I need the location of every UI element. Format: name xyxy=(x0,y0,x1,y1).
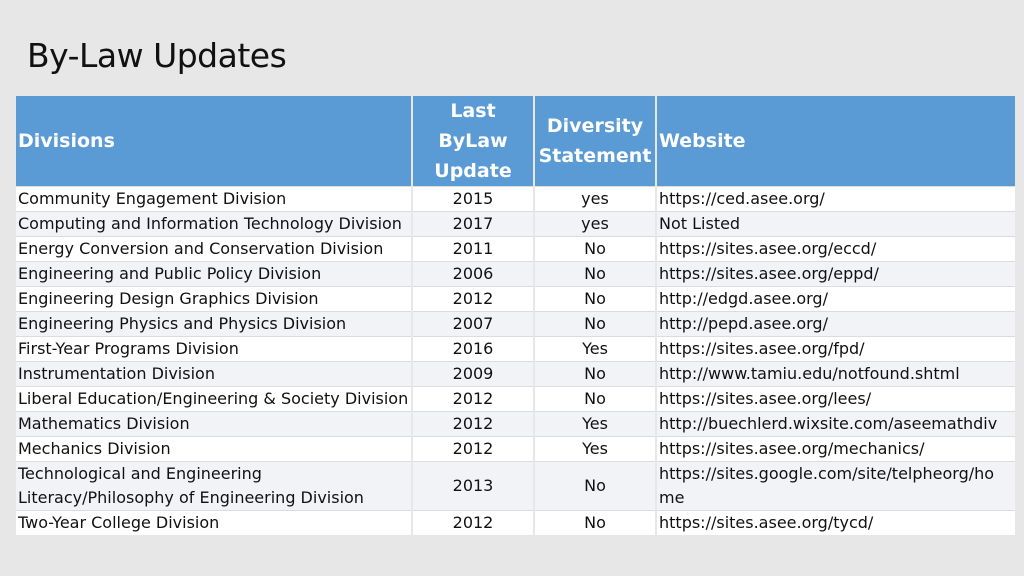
header-diversity-statement: Diversity Statement xyxy=(534,96,657,187)
year-cell: 2006 xyxy=(412,261,535,287)
website-cell: http://edgd.asee.org/ xyxy=(656,286,1015,312)
year-cell: 2013 xyxy=(412,461,535,511)
diversity-cell: No xyxy=(534,386,657,412)
diversity-cell: No xyxy=(534,236,657,262)
diversity-cell: No xyxy=(534,510,657,535)
website-cell: https://sites.asee.org/fpd/ xyxy=(656,336,1015,362)
division-line1: Technological and Engineering xyxy=(18,464,262,483)
website-cell: https://sites.asee.org/eppd/ xyxy=(656,261,1015,287)
table-row: Computing and Information Technology Div… xyxy=(16,211,1015,237)
year-cell: 2007 xyxy=(412,311,535,337)
website-line2: me xyxy=(659,488,685,507)
division-cell: Mechanics Division xyxy=(16,436,413,462)
division-cell: First-Year Programs Division xyxy=(16,336,413,362)
page-title: By-Law Updates xyxy=(27,36,287,75)
website-line1: https://sites.google.com/site/telpheorg/… xyxy=(659,464,995,483)
division-cell: Liberal Education/Engineering & Society … xyxy=(16,386,413,412)
header-divisions: Divisions xyxy=(16,96,413,187)
table-row: Engineering Physics and Physics Division… xyxy=(16,311,1015,337)
division-cell: Community Engagement Division xyxy=(16,186,413,212)
diversity-cell: No xyxy=(534,311,657,337)
website-cell: https://sites.asee.org/tycd/ xyxy=(656,510,1015,535)
diversity-cell: yes xyxy=(534,211,657,237)
header-website: Website xyxy=(656,96,1015,187)
division-cell: Two-Year College Division xyxy=(16,510,413,535)
diversity-cell: No xyxy=(534,286,657,312)
diversity-cell: Yes xyxy=(534,336,657,362)
division-cell: Technological and Engineering Literacy/P… xyxy=(16,461,413,511)
diversity-cell: Yes xyxy=(534,436,657,462)
website-cell: http://www.tamiu.edu/notfound.shtml xyxy=(656,361,1015,387)
diversity-cell: No xyxy=(534,261,657,287)
header-last-bylaw-line2: Update xyxy=(434,160,512,182)
year-cell: 2011 xyxy=(412,236,535,262)
website-cell: https://sites.asee.org/mechanics/ xyxy=(656,436,1015,462)
year-cell: 2015 xyxy=(412,186,535,212)
website-cell: https://sites.google.com/site/telpheorg/… xyxy=(656,461,1015,511)
website-cell: http://pepd.asee.org/ xyxy=(656,311,1015,337)
diversity-cell: Yes xyxy=(534,411,657,437)
table-row: Liberal Education/Engineering & Society … xyxy=(16,386,1015,412)
website-cell: https://sites.asee.org/lees/ xyxy=(656,386,1015,412)
table-row: Energy Conversion and Conservation Divis… xyxy=(16,236,1015,262)
header-diversity-line1: Diversity xyxy=(546,115,644,137)
table-row: Technological and Engineering Literacy/P… xyxy=(16,461,1015,511)
division-cell: Energy Conversion and Conservation Divis… xyxy=(16,236,413,262)
bylaw-table: Divisions Last ByLaw Update Diversity St… xyxy=(16,96,1015,535)
website-cell: https://ced.asee.org/ xyxy=(656,186,1015,212)
division-cell: Engineering and Public Policy Division xyxy=(16,261,413,287)
division-cell: Engineering Physics and Physics Division xyxy=(16,311,413,337)
table-row: First-Year Programs Division 2016 Yes ht… xyxy=(16,336,1015,362)
division-cell: Engineering Design Graphics Division xyxy=(16,286,413,312)
table-row: Engineering and Public Policy Division 2… xyxy=(16,261,1015,287)
division-cell: Instrumentation Division xyxy=(16,361,413,387)
year-cell: 2016 xyxy=(412,336,535,362)
table-row: Mathematics Division 2012 Yes http://bue… xyxy=(16,411,1015,437)
website-cell: Not Listed xyxy=(656,211,1015,237)
diversity-cell: yes xyxy=(534,186,657,212)
header-last-bylaw-update: Last ByLaw Update xyxy=(412,96,535,187)
year-cell: 2012 xyxy=(412,386,535,412)
year-cell: 2012 xyxy=(412,436,535,462)
header-diversity-line2: Statement xyxy=(538,145,652,167)
year-cell: 2009 xyxy=(412,361,535,387)
year-cell: 2012 xyxy=(412,510,535,535)
diversity-cell: No xyxy=(534,461,657,511)
website-cell: http://buechlerd.wixsite.com/aseemathdiv xyxy=(656,411,1015,437)
table-row: Mechanics Division 2012 Yes https://site… xyxy=(16,436,1015,462)
table-row: Two-Year College Division 2012 No https:… xyxy=(16,510,1015,535)
diversity-cell: No xyxy=(534,361,657,387)
website-cell: https://sites.asee.org/eccd/ xyxy=(656,236,1015,262)
table-header-row: Divisions Last ByLaw Update Diversity St… xyxy=(16,96,1015,187)
table-row: Community Engagement Division 2015 yes h… xyxy=(16,186,1015,212)
header-last-bylaw-line1: Last ByLaw xyxy=(438,100,508,152)
division-line2: Literacy/Philosophy of Engineering Divis… xyxy=(18,488,364,507)
table-row: Engineering Design Graphics Division 201… xyxy=(16,286,1015,312)
division-cell: Mathematics Division xyxy=(16,411,413,437)
year-cell: 2012 xyxy=(412,411,535,437)
year-cell: 2012 xyxy=(412,286,535,312)
year-cell: 2017 xyxy=(412,211,535,237)
table-row: Instrumentation Division 2009 No http://… xyxy=(16,361,1015,387)
division-cell: Computing and Information Technology Div… xyxy=(16,211,413,237)
